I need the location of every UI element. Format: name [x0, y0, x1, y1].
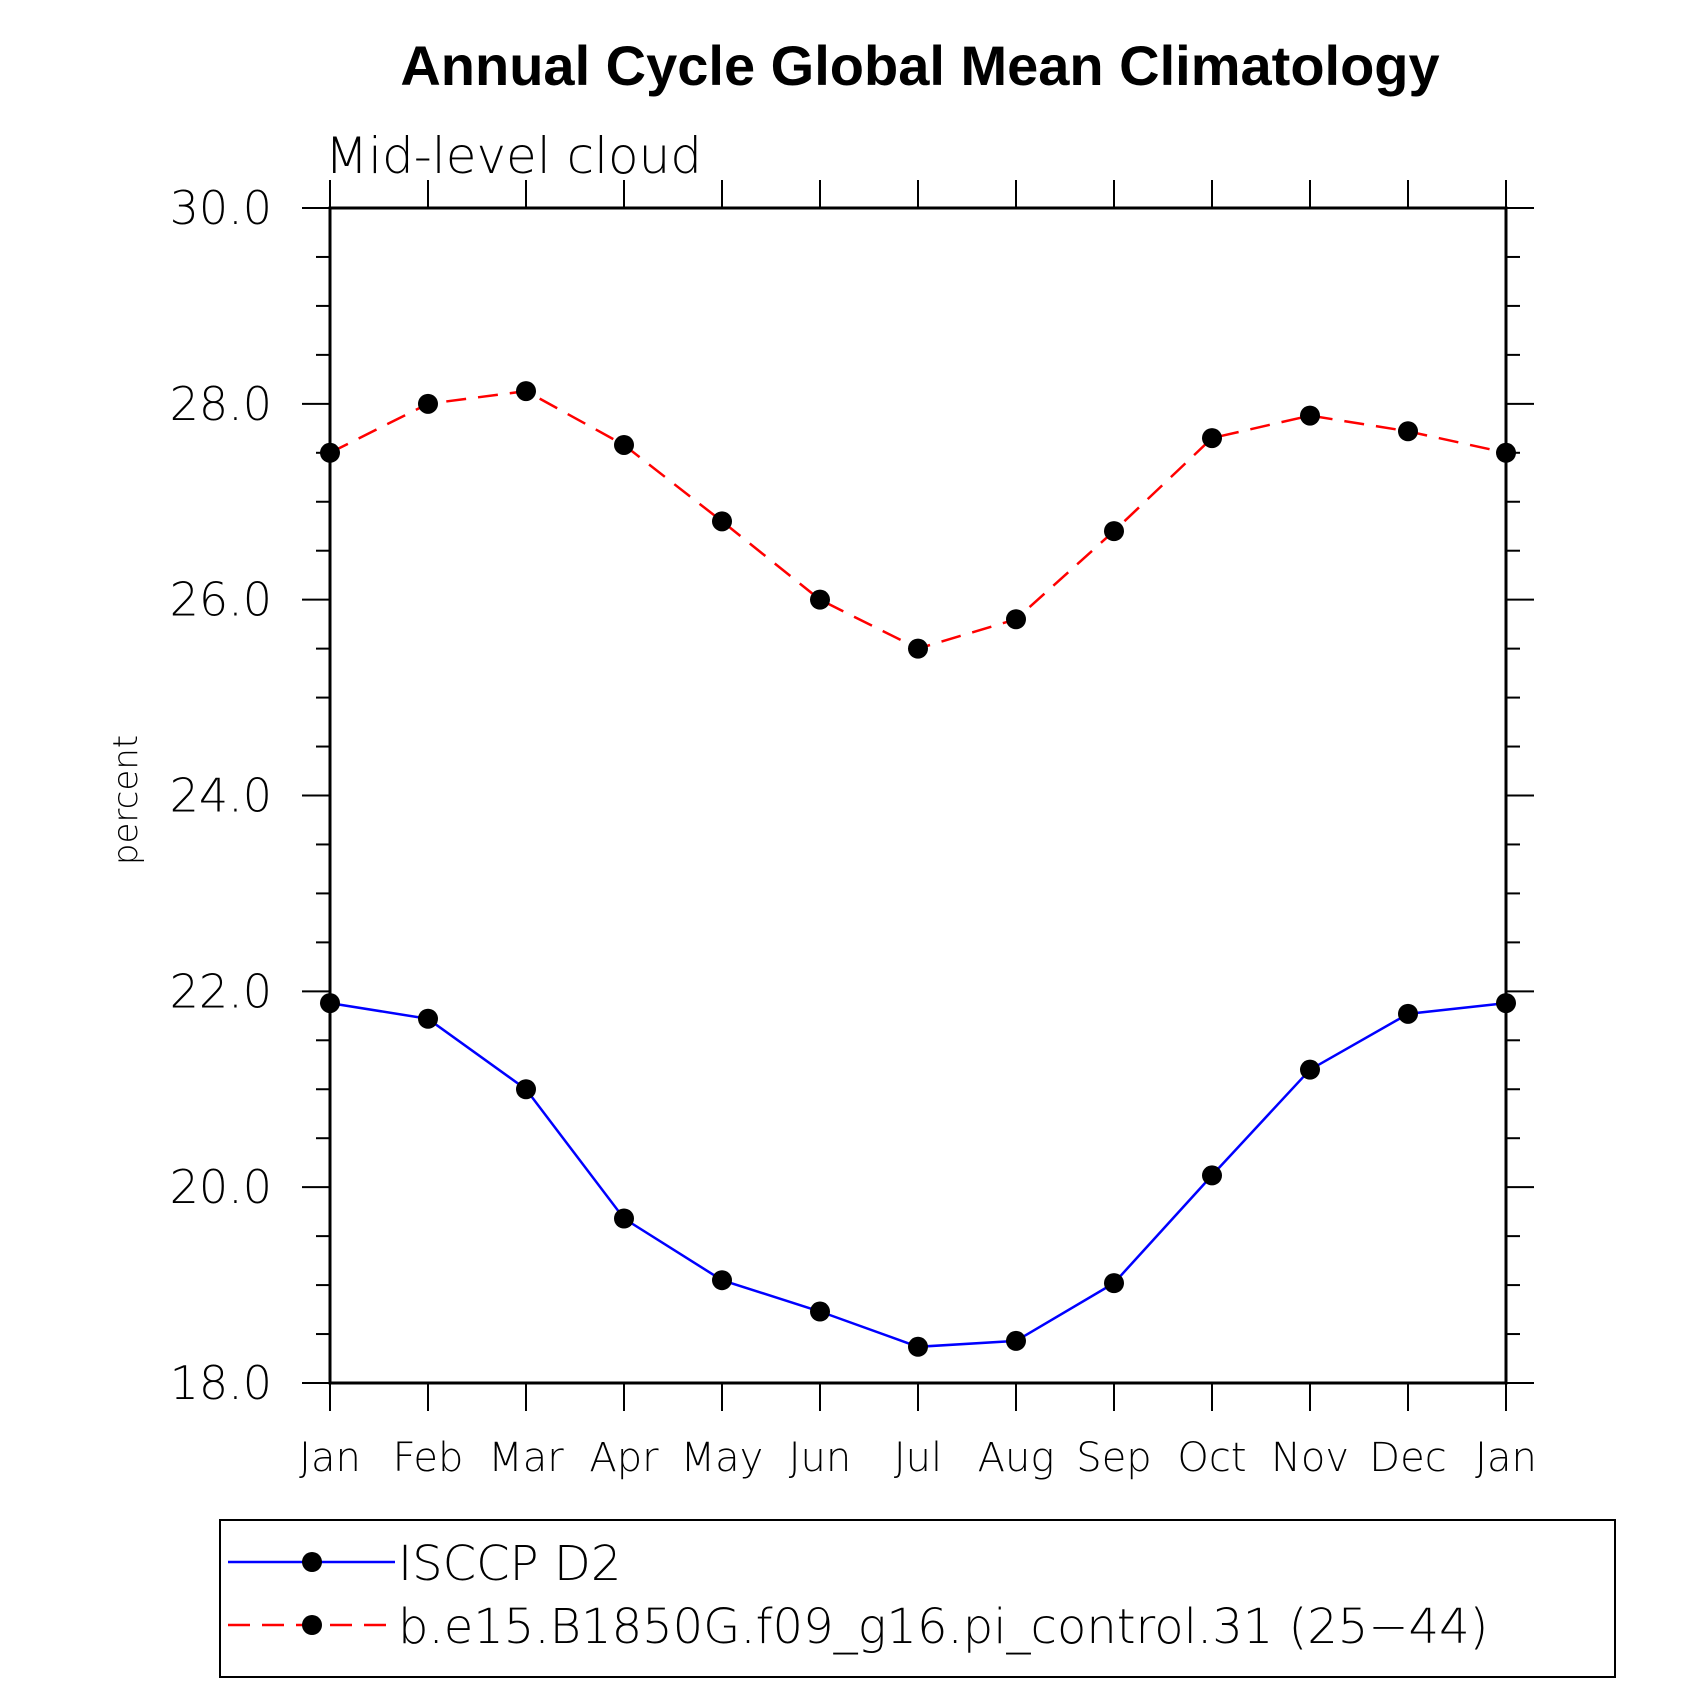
legend: ISCCP D2 b.e15.B1850G.f09_g16.pi_control.… [219, 1519, 1616, 1678]
x-tick-label: Oct [1177, 1435, 1246, 1481]
data-point [1104, 1273, 1124, 1294]
y-tick-label: 30.0 [170, 181, 272, 235]
y-tick-label: 26.0 [170, 573, 272, 627]
chart-title: Annual Cycle Global Mean Climatology [400, 34, 1439, 97]
y-tick-label: 18.0 [170, 1356, 272, 1410]
x-tick-label: Mar [488, 1435, 564, 1481]
data-point [810, 589, 830, 610]
legend-label-0: ISCCP D2 [398, 1536, 621, 1592]
y-tick-label: 24.0 [170, 769, 272, 823]
data-point [810, 1301, 830, 1322]
data-point [516, 1079, 536, 1100]
data-point [1202, 428, 1222, 449]
data-point [1006, 1330, 1026, 1351]
x-tick-label: Sep [1076, 1435, 1151, 1481]
series-layer [320, 381, 1516, 1357]
data-point [1006, 609, 1026, 630]
x-tick-label: Dec [1369, 1435, 1446, 1481]
series-line-1 [329, 389, 1507, 650]
x-tick-label: Jun [789, 1435, 852, 1481]
x-tick-label: Jan [299, 1435, 361, 1481]
data-point [418, 1008, 438, 1029]
x-tick-label: Jan [1475, 1435, 1537, 1481]
legend-box [219, 1519, 1616, 1678]
x-tick-label: May [681, 1435, 764, 1481]
x-tick-label: Nov [1271, 1435, 1349, 1481]
data-point [614, 434, 634, 455]
data-point [1300, 405, 1320, 426]
data-point [712, 1270, 732, 1291]
data-point [908, 1336, 928, 1357]
chart-subtitle: Mid-level cloud [325, 127, 702, 185]
data-point [1300, 1059, 1320, 1080]
y-axis-label: percent [106, 735, 146, 865]
x-tick-label: Feb [393, 1435, 464, 1481]
legend-marker-1 [302, 1615, 322, 1635]
data-point [908, 638, 928, 659]
x-tick-label: Aug [978, 1435, 1055, 1481]
y-tick-label: 20.0 [170, 1160, 272, 1214]
series-line-0 [329, 1001, 1507, 1349]
data-point [516, 381, 536, 402]
data-point [1202, 1165, 1222, 1186]
axis-ticks: 18.0 20.0 22.0 24.0 26.0 28.0 30.0 Jan Feb Mar Apr… [170, 180, 1537, 1481]
data-point [712, 511, 732, 532]
legend-label-1: b.e15.B1850G.f09_g16.pi_control.31 (25−4… [398, 1599, 1488, 1655]
plot-frame [328, 206, 1508, 1385]
data-point [1104, 521, 1124, 542]
x-tick-label: Jul [894, 1435, 942, 1481]
legend-marker-0 [302, 1552, 322, 1572]
data-point [418, 393, 438, 414]
data-point [614, 1208, 634, 1229]
data-point [1398, 421, 1418, 442]
y-tick-label: 22.0 [170, 964, 272, 1018]
x-tick-label: Apr [589, 1435, 659, 1481]
y-tick-label: 28.0 [170, 377, 272, 431]
data-point [1398, 1003, 1418, 1024]
